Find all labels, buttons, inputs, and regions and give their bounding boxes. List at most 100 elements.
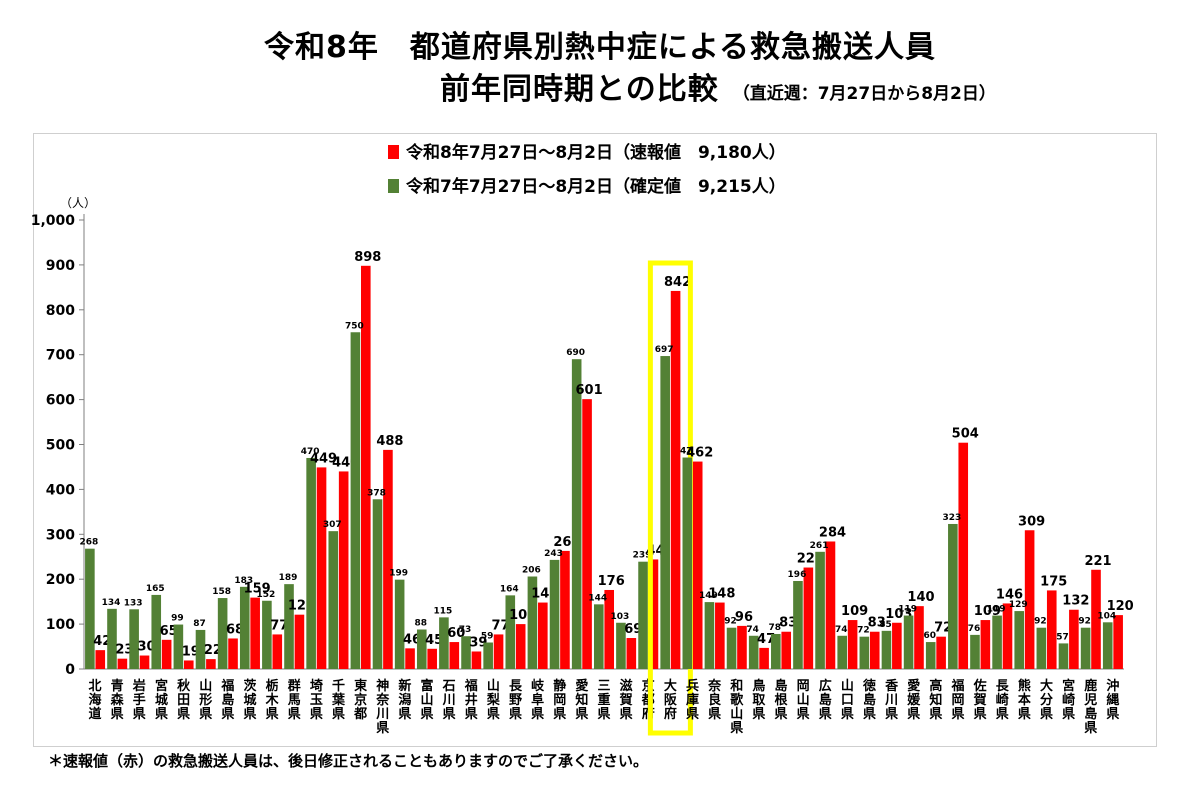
data-label-green: 103 (611, 612, 630, 622)
x-tick-label: 城 (155, 692, 168, 708)
x-tick-label: 分 (1040, 692, 1053, 708)
x-tick-label: 県 (730, 721, 743, 736)
x-tick-label: 秋 (177, 678, 191, 694)
data-label-green: 76 (968, 624, 981, 634)
data-label-green: 149 (699, 591, 718, 601)
data-label-red: 309 (1018, 514, 1045, 529)
x-tick-label: 福 (220, 678, 234, 694)
bar-green (173, 624, 184, 669)
x-tick-label: 海 (89, 692, 102, 708)
data-label-red: 898 (354, 250, 381, 265)
x-tick-label: 縄 (1106, 692, 1119, 708)
y-tick-label: 300 (46, 527, 75, 543)
bar-green (262, 600, 272, 669)
data-label-green: 119 (987, 605, 1006, 615)
bar-red (383, 449, 393, 669)
data-label-red: 109 (974, 604, 1001, 619)
x-tick-label: 長 (996, 679, 1010, 694)
x-tick-label: 田 (177, 693, 190, 708)
x-tick-label: 県 (597, 707, 610, 722)
bar-red (869, 631, 880, 669)
x-tick-label: 千 (332, 678, 345, 694)
x-tick-label: 県 (199, 707, 212, 722)
data-label-red: 19 (182, 644, 200, 659)
x-tick-label: 取 (752, 693, 766, 708)
data-label-red: 132 (1062, 594, 1089, 609)
x-tick-label: 岡 (553, 693, 566, 708)
data-label-red: 22 (204, 643, 222, 658)
x-tick-label: 山 (487, 678, 500, 694)
y-tick-label: 100 (46, 617, 75, 633)
x-tick-label: 島 (775, 678, 788, 694)
data-label-green: 99 (171, 614, 184, 624)
x-tick-label: 徳 (862, 678, 876, 694)
x-tick-label: 滋 (620, 678, 633, 694)
bar-green (704, 602, 715, 669)
x-tick-label: 県 (288, 707, 301, 722)
x-tick-label: 歌 (730, 692, 744, 708)
y-tick-label: 800 (46, 303, 75, 319)
bar-green (306, 457, 316, 669)
x-tick-label: 県 (575, 707, 588, 722)
x-tick-label: 岐 (531, 678, 545, 694)
bar-green (483, 642, 493, 669)
bar-red (1113, 615, 1123, 669)
bar-red (1091, 569, 1101, 669)
subtitle-period: （直近週：7月27日から8月2日） (732, 84, 996, 104)
data-label-green: 243 (544, 549, 563, 559)
bar-red (1002, 603, 1013, 669)
bar-green (925, 642, 936, 669)
bar-red (1046, 590, 1057, 669)
x-tick-label: 沖 (1106, 678, 1119, 694)
data-label-red: 45 (425, 633, 443, 648)
x-tick-label: 岡 (952, 693, 965, 708)
x-tick-label: 山 (841, 678, 854, 694)
bar-green (638, 561, 648, 669)
x-tick-label: 県 (1040, 707, 1053, 722)
x-tick-label: 長 (509, 679, 523, 694)
x-tick-label: 県 (509, 707, 522, 722)
data-label-green: 133 (124, 598, 143, 608)
y-tick-label: 400 (46, 482, 75, 498)
x-tick-label: 形 (199, 693, 212, 708)
x-tick-label: 府 (664, 706, 677, 722)
data-label-green: 87 (193, 619, 206, 629)
x-tick-label: 栃 (266, 678, 279, 694)
x-tick-label: 三 (597, 679, 610, 694)
bar-green (461, 636, 471, 669)
bar-green (217, 598, 228, 669)
bar-green (416, 629, 427, 669)
x-tick-label: 島 (819, 692, 832, 708)
bar-red (117, 658, 128, 669)
data-label-green: 206 (522, 566, 541, 576)
bar-red (560, 550, 570, 669)
x-tick-label: 根 (775, 692, 789, 708)
data-label-red: 488 (376, 434, 403, 449)
bar-red (737, 625, 747, 669)
x-tick-label: 口 (841, 693, 854, 708)
x-tick-label: 山 (797, 692, 810, 708)
data-label-red: 83 (779, 616, 797, 631)
x-tick-label: 福 (464, 678, 478, 694)
data-label-green: 47 (680, 447, 693, 457)
bar-red (449, 642, 460, 669)
y-tick-label: 0 (65, 662, 75, 678)
bar-green (1102, 622, 1113, 669)
bar-red (294, 614, 305, 669)
x-tick-label: 香 (884, 678, 899, 694)
data-label-green: 189 (279, 573, 298, 583)
x-tick-label: 玉 (310, 693, 323, 708)
data-label-green: 60 (923, 631, 936, 641)
bar-green (815, 551, 825, 669)
x-tick-label: 県 (443, 707, 456, 722)
bar-red (825, 541, 836, 669)
x-tick-label: 県 (266, 707, 279, 722)
x-tick-label: 阜 (531, 692, 544, 708)
x-tick-label: 県 (420, 707, 433, 722)
bar-green (616, 622, 626, 669)
data-label-red: 842 (664, 275, 691, 290)
x-tick-label: 手 (133, 692, 146, 708)
data-label-green: 164 (500, 584, 519, 594)
x-tick-label: 県 (752, 707, 765, 722)
